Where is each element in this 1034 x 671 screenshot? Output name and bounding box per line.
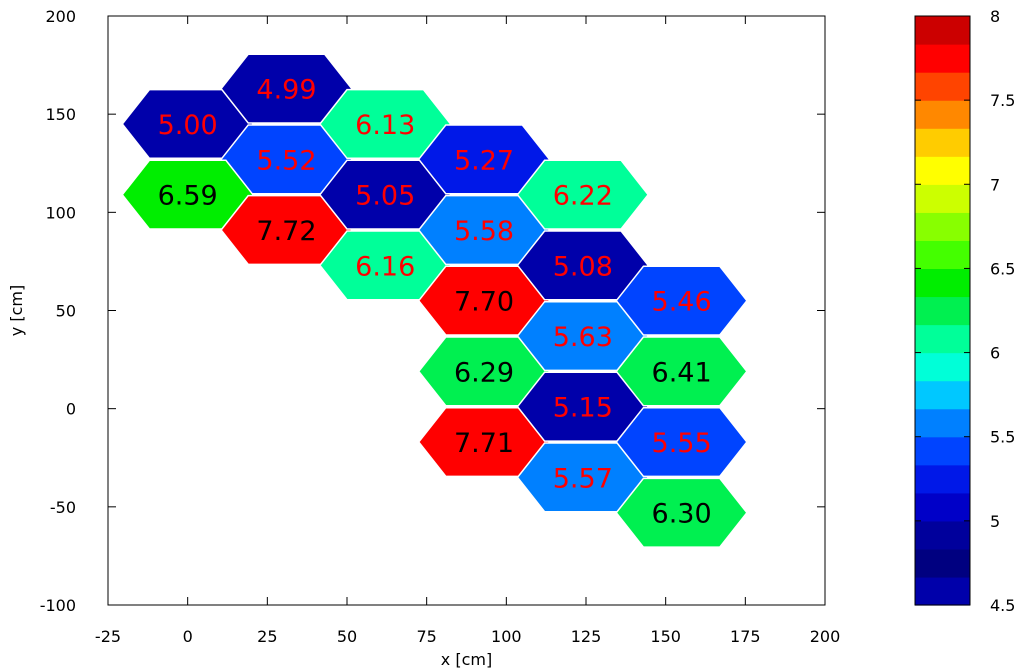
- cell-value-label: 6.22: [553, 181, 613, 212]
- x-axis-label: x [cm]: [441, 650, 492, 669]
- colorbar-segment: [915, 352, 970, 382]
- colorbar-segment: [915, 464, 970, 494]
- hex-cell: [318, 88, 452, 160]
- hex-cell: [615, 336, 748, 407]
- colorbar-segment: [915, 408, 970, 438]
- hex-cell: [615, 477, 748, 548]
- colorbar-segment: [915, 380, 970, 410]
- hex-cell: [417, 265, 551, 336]
- x-tick-label: 50: [337, 627, 357, 646]
- cell-value-label: 6.16: [355, 251, 415, 282]
- x-tick-label: 25: [257, 627, 277, 646]
- colorbar-segment: [915, 268, 970, 298]
- cell-value-label: 7.71: [454, 428, 514, 459]
- y-tick-label: -50: [50, 498, 76, 517]
- colorbar-segment: [915, 240, 970, 270]
- x-tick-label: 100: [491, 627, 522, 646]
- hex-cell: [516, 230, 650, 301]
- cell-value-label: 6.29: [454, 357, 514, 388]
- y-tick-label: -100: [40, 596, 76, 615]
- y-axis-label: y [cm]: [7, 285, 26, 336]
- hex-cell: [121, 88, 254, 160]
- colorbar-segment: [915, 100, 970, 129]
- cell-value-label: 4.99: [256, 75, 316, 106]
- colorbar-tick-label: 7.5: [990, 91, 1015, 110]
- x-tick-label: 125: [571, 627, 602, 646]
- cell-value-label: 6.59: [158, 181, 218, 212]
- colorbar: 4.5 5 5.5 6 6.5 7 7.5 8: [914, 7, 1015, 615]
- hex-cell: [417, 406, 551, 478]
- colorbar-segment: [915, 44, 970, 73]
- colorbar-segment: [915, 16, 970, 45]
- colorbar-frame: [914, 15, 971, 606]
- colorbar-tick-label: 7: [990, 175, 1000, 194]
- cell-value-label: 5.58: [454, 216, 514, 247]
- cell-value-label: 6.30: [652, 499, 712, 530]
- hex-cell: [417, 336, 551, 407]
- colorbar-segment: [915, 184, 970, 213]
- cell-value-label: 5.57: [553, 463, 613, 494]
- hex-cell: [615, 265, 748, 336]
- x-tick-label: -25: [95, 627, 121, 646]
- colorbar-segment: [915, 128, 970, 157]
- y-tick-label: 150: [45, 105, 76, 124]
- hex-cell: [220, 194, 353, 266]
- colorbar-tick-label: 6: [990, 344, 1000, 363]
- colorbar-segment: [915, 520, 970, 550]
- colorbar-segment: [915, 296, 970, 326]
- cell-value-label: 5.05: [355, 181, 415, 212]
- y-tick-label: 50: [56, 302, 76, 321]
- cell-value-label: 6.41: [652, 357, 712, 388]
- colorbar-segment: [915, 576, 970, 606]
- cell-value-label: 7.70: [454, 287, 514, 318]
- hex-cell: [417, 194, 551, 266]
- colorbar-tick-label: 5: [990, 512, 1000, 531]
- hex-cells: 5.00 4.99 5.52 6.59 7.72 6.13 5.05 6.16 5.27 5.58…: [121, 53, 748, 548]
- colorbar-segment: [915, 72, 970, 101]
- hex-cell: [318, 159, 452, 230]
- y-tick-label: 100: [45, 203, 76, 222]
- cell-value-label: 5.15: [553, 393, 613, 424]
- colorbar-tick-label: 6.5: [990, 259, 1015, 278]
- hex-cell: [417, 124, 551, 195]
- axis-ticks: -25 0 25 50 75 100 125 150 175 200 -100 -50 0 50 100 15…: [40, 7, 841, 646]
- hex-cell: [318, 230, 452, 301]
- hex-cell: [516, 371, 650, 442]
- cell-value-label: 5.46: [652, 287, 712, 318]
- x-tick-label: 75: [416, 627, 436, 646]
- y-tick-label: 0: [66, 400, 76, 419]
- colorbar-segment: [915, 156, 970, 185]
- hex-cell: [220, 53, 353, 124]
- colorbar-segment: [915, 436, 970, 466]
- cell-value-label: 5.27: [454, 145, 514, 176]
- cell-value-label: 5.63: [553, 322, 613, 353]
- cell-value-label: 5.08: [553, 251, 613, 282]
- cell-value-label: 7.72: [256, 216, 316, 247]
- hex-cell: [516, 442, 650, 513]
- x-tick-label: 150: [650, 627, 681, 646]
- colorbar-segment: [915, 212, 970, 241]
- x-tick-label: 175: [730, 627, 761, 646]
- colorbar-segment: [915, 548, 970, 578]
- cell-value-label: 5.55: [652, 428, 712, 459]
- hex-cell: [615, 406, 748, 478]
- cell-value-label: 5.00: [158, 110, 218, 141]
- y-tick-label: 200: [45, 7, 76, 26]
- x-tick-label: 200: [810, 627, 841, 646]
- hex-cell: [516, 300, 650, 372]
- colorbar-segment: [915, 492, 970, 522]
- colorbar-segment: [915, 324, 970, 354]
- colorbar-tick-label: 5.5: [990, 428, 1015, 447]
- colorbar-tick-label: 8: [990, 7, 1000, 26]
- x-tick-label: 0: [183, 627, 193, 646]
- hex-cell: [516, 159, 650, 230]
- cell-value-label: 5.52: [256, 145, 316, 176]
- hex-cell: [121, 159, 254, 230]
- cell-value-label: 6.13: [355, 110, 415, 141]
- colorbar-tick-label: 4.5: [990, 596, 1015, 615]
